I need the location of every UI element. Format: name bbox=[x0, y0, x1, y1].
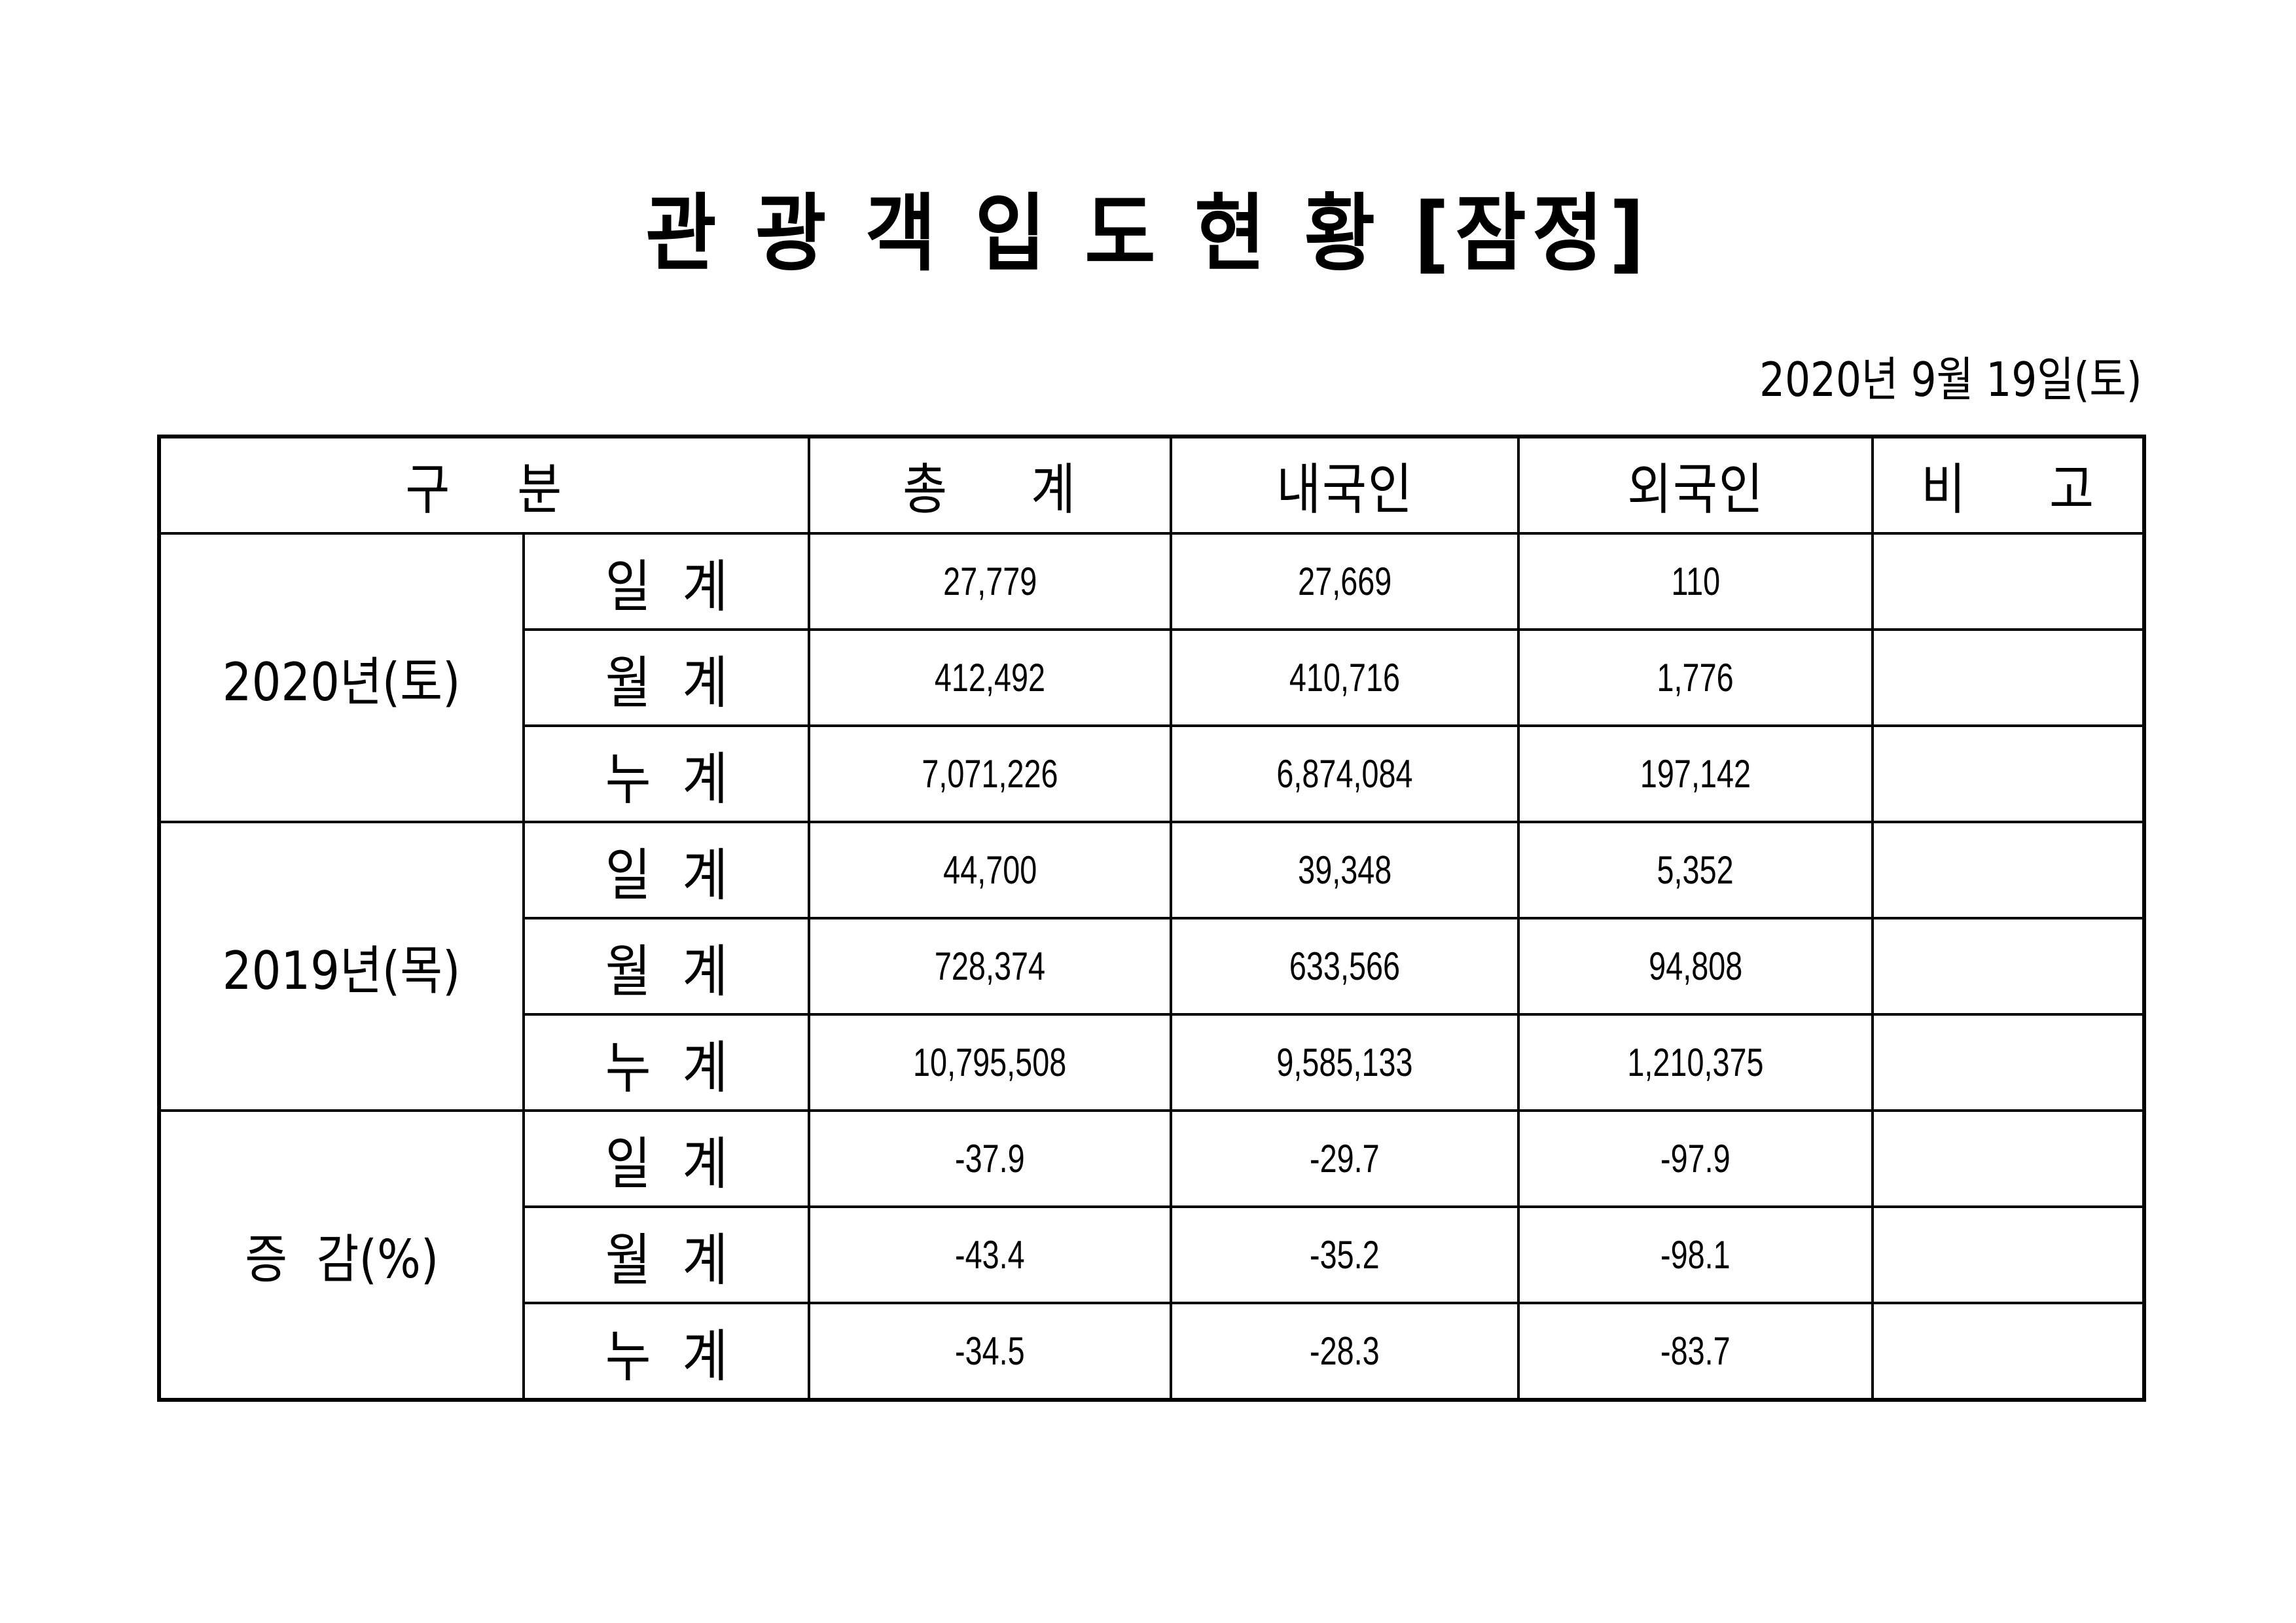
cell-domestic: 633,566 bbox=[1170, 917, 1520, 1016]
cell-domestic: -35.2 bbox=[1170, 1205, 1520, 1304]
table-row: 증 감(%) 일 계 -37.9 -29.7 -97.9 bbox=[158, 1109, 2145, 1401]
cell-remarks bbox=[1871, 724, 2145, 823]
row-label: 누 계 bbox=[522, 724, 810, 823]
cell-total: -34.5 bbox=[808, 1302, 1172, 1401]
cell-remarks bbox=[1871, 821, 2145, 919]
cell-domestic: -28.3 bbox=[1170, 1302, 1520, 1401]
row-label: 월 계 bbox=[522, 628, 810, 727]
header-remarks: 비 고 bbox=[1871, 435, 2145, 535]
header-total: 총 계 bbox=[808, 435, 1172, 535]
cell-foreign: 5,352 bbox=[1517, 821, 1874, 919]
row-label: 월 계 bbox=[522, 1205, 810, 1304]
row-label: 일 계 bbox=[522, 1109, 810, 1208]
cell-total: 10,795,508 bbox=[808, 1013, 1172, 1112]
row-label: 일 계 bbox=[522, 532, 810, 631]
cell-foreign: 1,776 bbox=[1517, 628, 1874, 727]
cell-foreign: -97.9 bbox=[1517, 1109, 1874, 1208]
header-foreign: 외국인 bbox=[1517, 435, 1874, 535]
group-label-2020: 2020년(토) bbox=[158, 532, 525, 823]
cell-domestic: 27,669 bbox=[1170, 532, 1520, 631]
document-title: 관 광 객 입 도 현 황 [잠정] bbox=[645, 185, 1651, 283]
cell-foreign: 197,142 bbox=[1517, 724, 1874, 823]
cell-remarks bbox=[1871, 1205, 2145, 1304]
cell-total: -37.9 bbox=[808, 1109, 1172, 1208]
table-row: 누 계 -34.5 -28.3 -83.7 bbox=[159, 1302, 2145, 1401]
table-row: 누 계 10,795,508 9,585,133 1,210,375 bbox=[159, 1013, 2145, 1112]
cell-remarks bbox=[1871, 1013, 2145, 1112]
tourist-arrivals-table: 구 분 총 계 내국인 외국인 비 고 2020년(토) 일 계 27,779 … bbox=[157, 435, 2146, 1402]
cell-domestic: 6,874,084 bbox=[1170, 724, 1520, 823]
cell-domestic: 9,585,133 bbox=[1170, 1013, 1520, 1112]
cell-total: 27,779 bbox=[808, 532, 1172, 631]
header-domestic: 내국인 bbox=[1170, 435, 1520, 535]
table-row: 월 계 412,492 410,716 1,776 bbox=[159, 628, 2145, 727]
cell-foreign: 1,210,375 bbox=[1517, 1013, 1874, 1112]
cell-remarks bbox=[1871, 1302, 2145, 1401]
cell-domestic: 39,348 bbox=[1170, 821, 1520, 919]
header-row: 구 분 총 계 내국인 외국인 비 고 bbox=[158, 435, 2145, 535]
cell-total: 728,374 bbox=[808, 917, 1172, 1016]
row-label: 누 계 bbox=[522, 1302, 810, 1401]
cell-total: 44,700 bbox=[808, 821, 1172, 919]
row-label: 월 계 bbox=[522, 917, 810, 1016]
group-label-change: 증 감(%) bbox=[158, 1109, 525, 1401]
table-row: 2019년(목) 일 계 44,700 39,348 5,352 bbox=[158, 821, 2145, 1112]
table-row: 2020년(토) 일 계 27,779 27,669 110 bbox=[158, 532, 2145, 823]
cell-foreign: 94,808 bbox=[1517, 917, 1874, 1016]
cell-foreign: 110 bbox=[1517, 532, 1874, 631]
table-row: 월 계 728,374 633,566 94,808 bbox=[159, 917, 2145, 1016]
cell-foreign: -98.1 bbox=[1517, 1205, 1874, 1304]
cell-domestic: -29.7 bbox=[1170, 1109, 1520, 1208]
row-label: 일 계 bbox=[522, 821, 810, 919]
header-category: 구 분 bbox=[158, 435, 810, 535]
table-row: 월 계 -43.4 -35.2 -98.1 bbox=[159, 1205, 2145, 1304]
cell-remarks bbox=[1871, 532, 2145, 631]
cell-remarks bbox=[1871, 917, 2145, 1016]
table-row: 누 계 7,071,226 6,874,084 197,142 bbox=[159, 724, 2145, 823]
row-label: 누 계 bbox=[522, 1013, 810, 1112]
group-label-2019: 2019년(목) bbox=[158, 821, 525, 1112]
cell-remarks bbox=[1871, 628, 2145, 727]
cell-remarks bbox=[1871, 1109, 2145, 1208]
report-date: 2020년 9월 19일(토) bbox=[1759, 352, 2142, 407]
cell-total: 412,492 bbox=[808, 628, 1172, 727]
cell-domestic: 410,716 bbox=[1170, 628, 1520, 727]
cell-total: 7,071,226 bbox=[808, 724, 1172, 823]
cell-foreign: -83.7 bbox=[1517, 1302, 1874, 1401]
cell-total: -43.4 bbox=[808, 1205, 1172, 1304]
